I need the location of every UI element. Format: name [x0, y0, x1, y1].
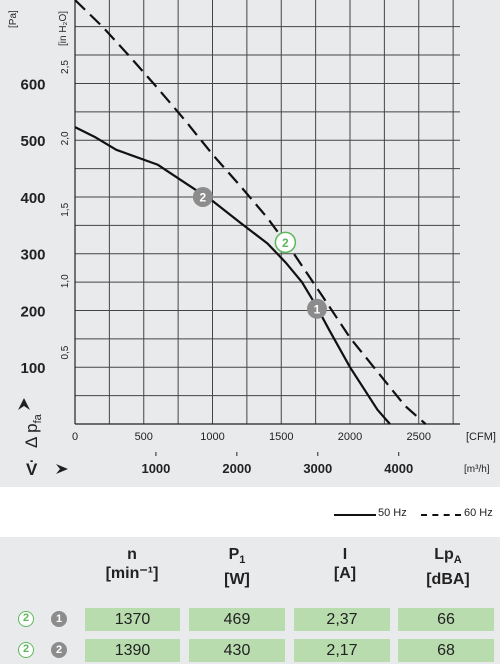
y-axis-arrow [18, 398, 30, 410]
header-sound-symbol: LpA [398, 545, 498, 570]
ylabel-pa-unit: [Pa] [8, 10, 19, 28]
header-sound-sub: A [453, 554, 462, 567]
x2-tick-label: 3000 [303, 461, 332, 476]
operating-point-2: 2 [274, 231, 297, 254]
row1-speed: 1370 [85, 608, 180, 631]
header-power: P1 [W] [187, 545, 287, 589]
x-tick-label: 2000 [338, 431, 362, 443]
header-current-unit: [A] [333, 565, 357, 582]
y-tick-label-inh2o: 1,0 [60, 274, 71, 288]
header-power-symbol: P1 [187, 545, 287, 570]
ylabel-symbol-main: Δ p [22, 423, 41, 448]
x2label-unit: [m³/h] [464, 464, 490, 475]
header-speed-unit: [min⁻¹] [105, 565, 159, 582]
x-tick-label: 1000 [200, 431, 224, 443]
ylabel-symbol: Δ pfa [22, 413, 44, 448]
x-tick-label: 2500 [407, 431, 431, 443]
x-tick-label: 0 [72, 431, 78, 443]
row2-current: 2,17 [294, 639, 390, 662]
y-tick-label-inh2o: 2,5 [60, 60, 71, 74]
row2-power: 430 [189, 639, 285, 662]
y-tick-label-pa: 500 [20, 133, 45, 150]
y-tick-label-pa: 300 [20, 247, 45, 264]
row1-current: 2,37 [294, 608, 390, 631]
header-sound: LpA [dBA] [398, 545, 498, 589]
ylabel-inh2o-unit: [in H₂O] [58, 11, 69, 46]
curve-60hz [74, 0, 427, 425]
operating-point-markers: 2 2 1 [192, 186, 327, 319]
marker-label: 2 [200, 190, 207, 204]
row2-badge-50hz: 2 [51, 642, 67, 658]
legend: 50 Hz 60 Hz [0, 487, 500, 537]
y-tick-label-pa: 100 [20, 360, 45, 377]
y-tick-label-inh2o: 0,5 [60, 345, 71, 359]
ylabel-symbol-sub: fa [32, 413, 44, 423]
legend-label-50hz: 50 Hz [378, 507, 407, 519]
legend-line-dashed [421, 514, 461, 516]
header-current-symbol: I [342, 546, 348, 563]
x-tick-label: 1500 [269, 431, 293, 443]
row2-badge-60hz: 2 [18, 642, 34, 658]
fan-performance-chart: 2 2 1 [Pa] [in H₂O] [CFM] [m³/h] V̇ Δ pfa … [8, 0, 496, 479]
y-tick-label-pa: 200 [20, 303, 45, 320]
row2-sound: 68 [398, 639, 494, 662]
curves [74, 0, 427, 425]
marker-label: 1 [314, 302, 321, 316]
xlabel-unit: [CFM] [466, 431, 496, 443]
x2-axis-arrow [56, 464, 68, 474]
header-speed: n [min⁻¹] [82, 545, 182, 583]
header-power-sub: 1 [239, 554, 246, 567]
x2-tick-label: 2000 [222, 461, 251, 476]
row1-badge-50hz: 1 [51, 611, 67, 627]
marker-circle-solid [307, 298, 327, 319]
specs-table: n [min⁻¹] P1 [W] I [A] LpA [dBA] 2 1 137… [0, 537, 500, 664]
operating-point-2: 2 [192, 186, 213, 207]
axis-labels: [Pa] [in H₂O] [CFM] [m³/h] V̇ Δ pfa 0 500… [8, 10, 496, 479]
operating-point-1: 1 [307, 298, 327, 319]
header-power-unit: [W] [224, 571, 250, 589]
marker-circle-outline [274, 231, 297, 254]
legend-line-solid [334, 514, 376, 516]
marker-circle-solid [192, 186, 213, 207]
header-current: I [A] [295, 545, 395, 583]
row1-power: 469 [189, 608, 285, 631]
row1-badge-60hz: 2 [18, 611, 34, 627]
x2label-symbol: V̇ [26, 460, 38, 479]
x2-tick-label: 4000 [384, 461, 413, 476]
grid [74, 0, 460, 456]
marker-label: 2 [282, 236, 289, 250]
y-tick-label-inh2o: 1,5 [60, 202, 71, 216]
header-power-main: P [228, 546, 240, 563]
row2-speed: 1390 [85, 639, 180, 662]
x-tick-label: 500 [135, 431, 153, 443]
y-tick-label-inh2o: 2,0 [60, 131, 71, 145]
y-tick-label-pa: 600 [20, 76, 45, 93]
chart-panel: 2 2 1 [Pa] [in H₂O] [CFM] [m³/h] V̇ Δ pfa … [0, 0, 500, 487]
header-sound-main: Lp [434, 546, 454, 563]
x2-tick-label: 1000 [141, 461, 170, 476]
legend-label-60hz: 60 Hz [464, 507, 493, 519]
curve-50hz [74, 126, 391, 425]
header-speed-symbol: n [127, 546, 137, 563]
header-sound-unit: [dBA] [426, 571, 470, 589]
y-tick-label-pa: 400 [20, 190, 45, 207]
row1-sound: 66 [398, 608, 494, 631]
